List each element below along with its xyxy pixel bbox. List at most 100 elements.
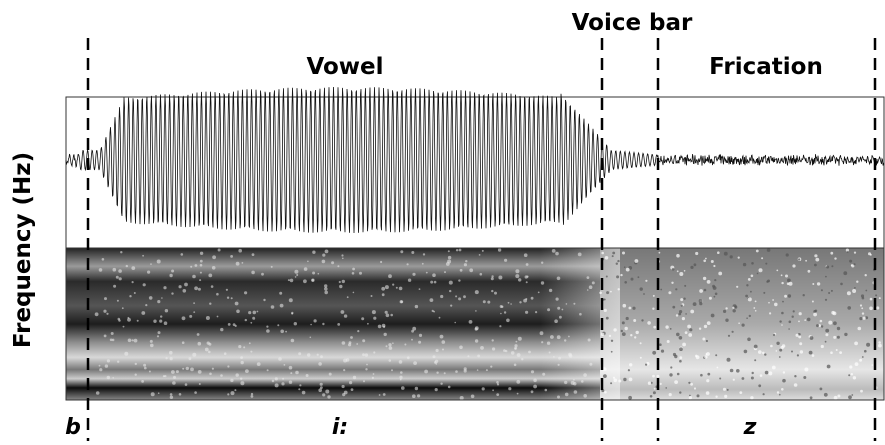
speckle [767,248,771,252]
speckle [672,306,675,309]
speckle [828,321,832,325]
speckle [878,344,882,348]
speckle [848,395,852,399]
speckle [621,330,623,332]
speckle [682,343,686,347]
speckle [730,255,733,258]
speckle [825,329,829,333]
speckle [170,357,173,360]
speckle [189,357,192,360]
speckle [645,364,647,366]
speckle [862,356,864,358]
speckle [776,350,778,352]
speckle [652,375,655,378]
speckle [622,332,626,336]
speckle [817,282,820,285]
speckle [521,358,523,360]
speckle [629,378,633,382]
speckle [834,257,836,259]
speckle [352,272,355,275]
speckle [618,380,621,383]
speckle [797,354,799,356]
speckle [645,280,647,282]
speckle [475,339,478,342]
speckle [719,378,721,380]
speckle [383,326,385,328]
speckle [197,333,200,336]
speckle [392,342,394,344]
speckle [245,369,249,373]
speckle [324,291,328,295]
speckle [762,352,765,355]
speckle [423,253,425,255]
speckle [779,394,781,396]
speckle [661,350,664,353]
speckle [840,283,843,286]
speckle [419,288,421,290]
speckle [606,291,609,294]
speckle [471,395,475,399]
speckle [623,378,626,381]
speckle [557,307,560,310]
speckle [194,286,198,290]
speckle [768,371,772,375]
speckle [764,353,766,355]
speckle [419,334,422,337]
speckle [198,370,202,374]
speckle [411,339,413,341]
speckle [310,337,312,339]
speckle [550,335,554,339]
speckle [480,346,484,350]
speckle [391,369,393,371]
speckle [266,326,268,328]
speckle [798,335,801,338]
speckle [688,333,692,337]
speckle [592,281,595,284]
speckle [812,354,815,357]
speckle [688,382,690,384]
speckle [821,345,824,348]
speckle [251,393,253,395]
speckle [799,312,802,315]
speckle [351,388,354,391]
speckle [236,262,240,266]
speckle [460,396,464,400]
speckle [618,288,620,290]
speckle [628,369,630,371]
speckle [854,252,856,254]
speckle [103,310,106,313]
speckle [603,374,607,378]
speckle [601,252,604,255]
speckle [386,314,390,318]
speckle [587,276,590,279]
speckle [547,308,550,311]
speckle [294,322,297,325]
speckle [704,325,707,328]
speckle [411,251,414,254]
speckle [604,309,607,312]
speckle [205,348,209,352]
speckle [717,367,719,369]
speckle [357,330,359,332]
speckle [288,279,290,281]
speckle [157,260,161,264]
speckle [833,321,837,325]
speckle [145,304,147,306]
speckle [848,374,850,376]
speckle [127,318,131,322]
speckle [150,340,153,343]
speckle [134,339,138,343]
speckle [102,258,105,261]
speckle [531,370,534,373]
speckle [294,270,298,274]
speckle [460,269,463,272]
speckle [171,370,175,374]
speckle [541,341,543,343]
speckle [380,261,382,263]
speckle [401,386,405,390]
speckle [552,249,556,253]
speckle [161,297,163,299]
speckle [652,308,654,310]
speckle [765,371,769,375]
speckle [614,379,618,383]
